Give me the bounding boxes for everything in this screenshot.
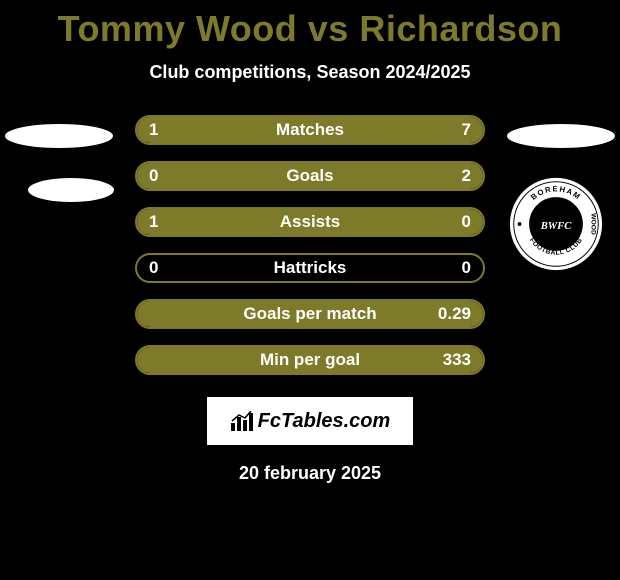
- stat-row: 1 Assists 0: [135, 207, 485, 237]
- stat-label: Hattricks: [274, 258, 347, 278]
- stat-label: Assists: [280, 212, 340, 232]
- date-text: 20 february 2025: [0, 463, 620, 484]
- fctables-logo: FcTables.com: [207, 397, 413, 445]
- stat-label: Goals per match: [243, 304, 376, 324]
- left-decor-ellipse-1: [5, 124, 113, 148]
- stat-label: Goals: [286, 166, 333, 186]
- stat-value-left: 0: [149, 258, 158, 278]
- stat-value-left: 1: [149, 212, 158, 232]
- stat-row: Min per goal 333: [135, 345, 485, 375]
- svg-text:BWFC: BWFC: [540, 221, 572, 232]
- chart-icon: [230, 411, 254, 431]
- left-decor-ellipse-2: [28, 178, 114, 202]
- stat-label: Matches: [276, 120, 344, 140]
- stat-value-right: 0: [462, 212, 471, 232]
- stat-value-right: 0: [462, 258, 471, 278]
- stat-value-right: 7: [462, 120, 471, 140]
- stat-row: 0 Goals 2: [135, 161, 485, 191]
- stat-value-left: 1: [149, 120, 158, 140]
- svg-text:WOOD: WOOD: [590, 213, 597, 235]
- club-badge: BOREHAM FOOTBALL CLUB WOOD BWFC: [508, 176, 604, 272]
- stat-value-right: 0.29: [438, 304, 471, 324]
- stat-value-left: 0: [149, 166, 158, 186]
- stat-row: 1 Matches 7: [135, 115, 485, 145]
- fctables-text: FcTables.com: [258, 410, 391, 433]
- page-title: Tommy Wood vs Richardson: [0, 0, 620, 50]
- right-decor-ellipse: [507, 124, 615, 148]
- stat-value-right: 333: [443, 350, 471, 370]
- stat-row: Goals per match 0.29: [135, 299, 485, 329]
- stat-row: 0 Hattricks 0: [135, 253, 485, 283]
- stat-label: Min per goal: [260, 350, 360, 370]
- stat-value-right: 2: [462, 166, 471, 186]
- subtitle: Club competitions, Season 2024/2025: [0, 62, 620, 83]
